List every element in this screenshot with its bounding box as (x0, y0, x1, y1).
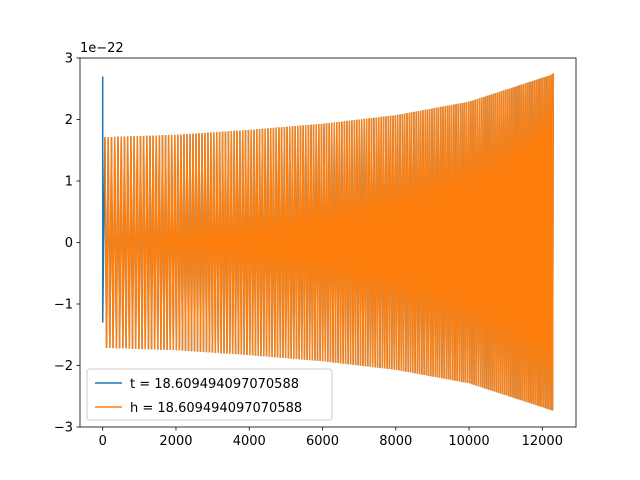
x-tick-label: 10000 (448, 434, 489, 449)
y-tick-label: −2 (54, 359, 73, 374)
y-axis: −3 −2 −1 0 1 2 3 (54, 52, 80, 436)
x-tick-label: 4000 (233, 434, 266, 449)
y-tick-label: 0 (65, 236, 73, 251)
x-tick-label: 2000 (159, 434, 192, 449)
series-layer (101, 73, 555, 411)
y-offset-label: 1e−22 (80, 41, 124, 56)
y-tick-label: 2 (65, 113, 73, 128)
x-tick-label: 12000 (522, 434, 563, 449)
x-tick-label: 0 (99, 434, 107, 449)
x-axis: 0 2000 4000 6000 8000 10000 12000 (99, 427, 563, 449)
y-tick-label: −3 (54, 421, 73, 436)
legend-box (86, 368, 333, 421)
x-tick-label: 8000 (379, 434, 412, 449)
y-tick-label: 3 (65, 52, 73, 67)
legend-label-h: h = 18.609494097070588 (130, 401, 302, 416)
series-line-h (104, 73, 555, 411)
x-tick-label: 6000 (306, 434, 339, 449)
legend: t = 18.609494097070588 h = 18.6094940970… (86, 368, 333, 421)
legend-label-t: t = 18.609494097070588 (130, 377, 299, 392)
y-tick-label: 1 (65, 175, 73, 190)
y-tick-label: −1 (54, 298, 73, 313)
